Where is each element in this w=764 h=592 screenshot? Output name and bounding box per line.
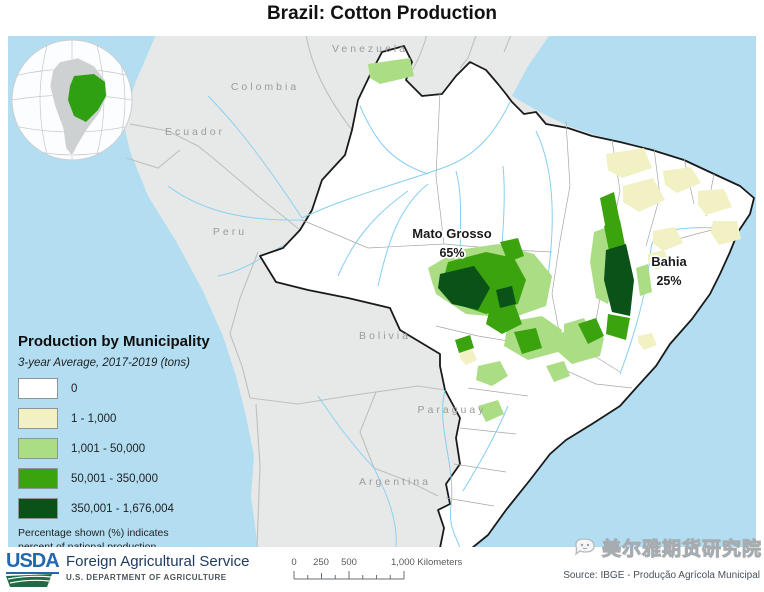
legend-swatch xyxy=(18,468,58,489)
label-mato-grosso: Mato Grosso xyxy=(412,226,492,241)
region-callouts: Mato Grosso 65% Bahia 25% xyxy=(411,224,690,290)
legend-label: 1,001 - 50,000 xyxy=(71,442,146,455)
label-bolivia: Bolivia xyxy=(359,330,411,342)
legend-subtitle: 3-year Average, 2017-2019 (tons) xyxy=(18,357,190,369)
legend-title: Production by Municipality xyxy=(18,333,210,350)
globe-brazil-highlight xyxy=(68,74,106,122)
source-text: Source: IBGE - Produção Agrícola Municip… xyxy=(563,570,760,581)
legend-label: 1 - 1,000 xyxy=(71,412,117,425)
country-labels: Venezuela Colombia Ecuador Peru Bolivia … xyxy=(165,43,487,488)
globe-inset xyxy=(11,39,133,161)
scale-label-500: 500 xyxy=(341,557,357,568)
scale-bar: 0 250 500 1,000 Kilometers xyxy=(291,557,463,580)
legend-label: 350,001 - 1,676,004 xyxy=(71,502,174,515)
legend-swatch xyxy=(18,408,58,429)
scale-label-0: 0 xyxy=(291,557,296,568)
label-argentina: Argentina xyxy=(359,476,431,488)
label-bahia-pct: 25% xyxy=(656,274,681,288)
legend-rows: 0 1 - 1,000 1,001 - 50,000 50,001 - 350,… xyxy=(18,378,233,519)
label-ecuador: Ecuador xyxy=(165,126,225,138)
usda-logo-block: USDA Foreign Agricultural Service U.S. D… xyxy=(6,550,249,592)
usda-logo-text: USDA xyxy=(6,550,60,574)
legend-swatch xyxy=(18,498,58,519)
legend-row: 50,001 - 350,000 xyxy=(18,468,233,489)
label-bahia: Bahia xyxy=(651,254,687,269)
department-name: U.S. DEPARTMENT OF AGRICULTURE xyxy=(66,573,227,582)
legend-swatch xyxy=(18,378,58,399)
label-mato-grosso-pct: 65% xyxy=(439,246,464,260)
label-colombia: Colombia xyxy=(231,81,299,93)
legend-row: 1 - 1,000 xyxy=(18,408,233,429)
country-borders xyxy=(125,36,512,547)
legend-row: 1,001 - 50,000 xyxy=(18,438,233,459)
scale-label-1000: 1,000 Kilometers xyxy=(391,557,463,568)
label-paraguay: Paraguay xyxy=(418,404,487,416)
legend-label: 50,001 - 350,000 xyxy=(71,472,158,485)
usda-logo: USDA xyxy=(6,550,60,592)
production-patches-class4 xyxy=(438,244,634,316)
scale-bar-ticks xyxy=(293,571,405,580)
scale-label-250: 250 xyxy=(313,557,329,568)
usda-swoosh-icon xyxy=(6,574,52,587)
brazil-map-svg: Venezuela Colombia Ecuador Peru Bolivia … xyxy=(8,36,756,547)
legend-row: 350,001 - 1,676,004 xyxy=(18,498,233,519)
label-venezuela: Venezuela xyxy=(332,43,408,55)
production-patches-class1 xyxy=(460,148,741,365)
agency-name: Foreign Agricultural Service xyxy=(66,553,250,570)
legend-note-line1: Percentage shown (%) indicates xyxy=(18,527,169,539)
page-title: Brazil: Cotton Production xyxy=(266,3,498,24)
rivers-brazil xyxy=(301,101,721,547)
watermark-text: 美尔雅期货研究院 xyxy=(601,539,762,561)
footer: USDA Foreign Agricultural Service U.S. D… xyxy=(0,537,764,592)
legend-swatch xyxy=(18,438,58,459)
map-legend: Production by Municipality 3-year Averag… xyxy=(18,333,233,554)
legend-label: 0 xyxy=(71,382,78,395)
legend-row: 0 xyxy=(18,378,233,399)
agency-block: Foreign Agricultural Service U.S. DEPART… xyxy=(66,553,249,582)
watermark-mascot-icon xyxy=(574,537,595,556)
watermark: 美尔雅期货研究院 xyxy=(573,534,762,561)
map-canvas: Venezuela Colombia Ecuador Peru Bolivia … xyxy=(8,36,756,553)
label-peru: Peru xyxy=(213,226,247,238)
